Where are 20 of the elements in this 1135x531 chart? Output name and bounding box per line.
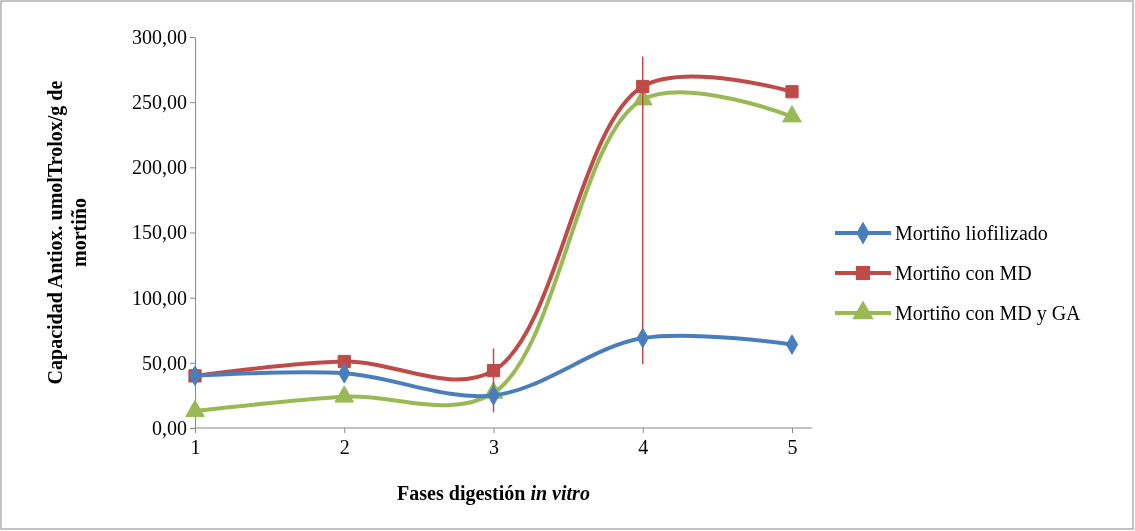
y-tick-label: 0,00 xyxy=(152,416,187,439)
y-tick-label: 100,00 xyxy=(132,286,187,309)
legend-label: Mortiño con MD xyxy=(895,262,1032,284)
y-axis-title: Capacidad Antiox. umolTrolox/g de mortiño xyxy=(44,80,90,385)
y-tick-label: 150,00 xyxy=(132,221,187,244)
point xyxy=(636,79,650,94)
point xyxy=(486,364,501,378)
x-tick-label: 5 xyxy=(787,436,798,458)
x-tick-label: 2 xyxy=(339,436,350,458)
point xyxy=(785,85,799,99)
x-tick-label: 3 xyxy=(489,436,499,458)
x-axis-title: Fases digestión in vitro xyxy=(397,482,590,505)
legend-label: Mortiño liofilizado xyxy=(895,222,1048,244)
y-tick-label: 300,00 xyxy=(132,25,187,48)
y-tick-label: 200,00 xyxy=(132,156,187,179)
y-tick-label: 50,00 xyxy=(142,351,187,374)
y-tick-label: 250,00 xyxy=(132,91,187,114)
legend-label: Mortiño con MD y GA xyxy=(895,302,1082,325)
x-tick-label: 1 xyxy=(190,436,201,458)
x-tick-label: 4 xyxy=(638,436,649,458)
